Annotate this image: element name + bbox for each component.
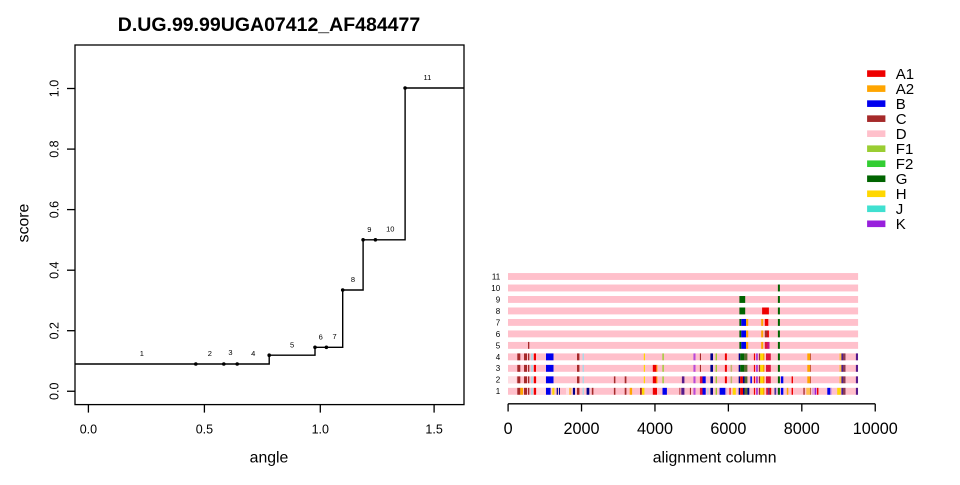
svg-text:6: 6: [319, 333, 323, 342]
svg-text:0.6: 0.6: [48, 201, 62, 218]
svg-text:G: G: [896, 171, 908, 188]
svg-text:1.0: 1.0: [312, 423, 329, 437]
svg-text:8: 8: [351, 275, 355, 284]
svg-text:0.8: 0.8: [48, 140, 62, 157]
svg-text:6: 6: [496, 330, 501, 339]
svg-text:8: 8: [496, 307, 501, 316]
svg-text:0.4: 0.4: [48, 261, 62, 278]
svg-text:2: 2: [496, 376, 501, 385]
svg-text:1: 1: [496, 387, 501, 396]
svg-text:0.2: 0.2: [48, 322, 62, 339]
svg-text:F1: F1: [896, 141, 914, 158]
svg-text:6000: 6000: [710, 420, 746, 438]
svg-text:C: C: [896, 111, 907, 128]
svg-text:2: 2: [208, 349, 212, 358]
svg-text:5: 5: [290, 340, 294, 349]
svg-text:F2: F2: [896, 156, 914, 173]
svg-text:10000: 10000: [853, 420, 898, 438]
svg-text:9: 9: [496, 295, 501, 304]
svg-text:D: D: [896, 126, 907, 143]
svg-text:0: 0: [504, 420, 513, 438]
svg-text:A2: A2: [896, 81, 914, 98]
svg-text:3: 3: [228, 348, 232, 357]
svg-text:H: H: [896, 186, 907, 203]
svg-text:8000: 8000: [784, 420, 820, 438]
svg-text:1.5: 1.5: [425, 423, 442, 437]
svg-text:10: 10: [491, 284, 500, 293]
svg-text:2000: 2000: [564, 420, 600, 438]
svg-text:7: 7: [333, 332, 337, 341]
svg-text:1.0: 1.0: [48, 80, 62, 97]
svg-text:J: J: [896, 201, 904, 218]
svg-text:alignment column: alignment column: [653, 450, 777, 467]
svg-text:11: 11: [492, 272, 501, 281]
svg-text:1: 1: [140, 349, 144, 358]
svg-text:9: 9: [367, 225, 371, 234]
svg-text:0.0: 0.0: [80, 423, 97, 437]
svg-text:score: score: [16, 203, 33, 242]
svg-text:4: 4: [251, 349, 255, 358]
svg-text:10: 10: [386, 225, 394, 234]
svg-text:angle: angle: [250, 449, 289, 466]
svg-text:4: 4: [496, 353, 501, 362]
svg-text:A1: A1: [896, 66, 914, 83]
svg-text:4000: 4000: [637, 420, 673, 438]
svg-text:7: 7: [496, 318, 501, 327]
svg-text:0.5: 0.5: [196, 423, 213, 437]
svg-text:K: K: [896, 216, 906, 233]
svg-text:D.UG.99.99UGA07412_AF484477: D.UG.99.99UGA07412_AF484477: [118, 14, 420, 36]
svg-text:0.0: 0.0: [48, 383, 62, 400]
svg-text:5: 5: [496, 341, 501, 350]
svg-text:3: 3: [496, 364, 501, 373]
svg-text:B: B: [896, 96, 906, 113]
svg-text:11: 11: [424, 73, 432, 82]
